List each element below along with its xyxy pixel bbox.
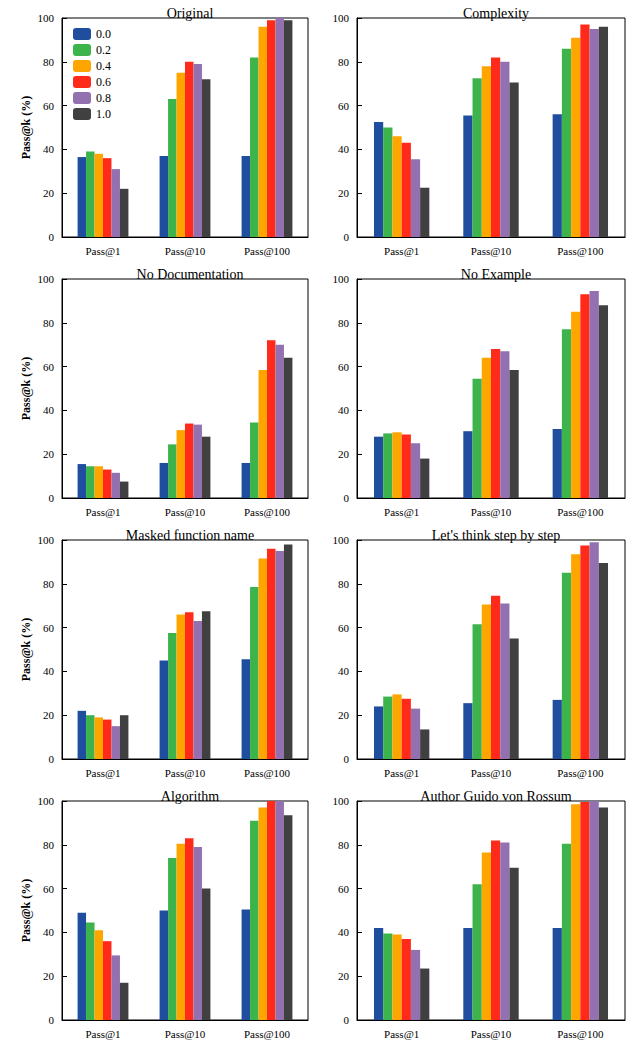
- svg-text:Pass@10: Pass@10: [471, 245, 512, 257]
- svg-text:Pass@100: Pass@100: [244, 767, 291, 779]
- svg-text:80: 80: [43, 839, 55, 851]
- svg-text:80: 80: [43, 56, 55, 68]
- svg-text:20: 20: [43, 448, 55, 460]
- svg-text:Pass@1: Pass@1: [85, 1028, 120, 1040]
- svg-text:0: 0: [49, 1014, 55, 1026]
- svg-text:40: 40: [338, 926, 350, 938]
- svg-text:20: 20: [338, 709, 350, 721]
- svg-text:Pass@100: Pass@100: [557, 767, 604, 779]
- svg-text:Pass@1: Pass@1: [85, 767, 120, 779]
- svg-text:Pass@k (%): Pass@k (%): [19, 357, 33, 421]
- svg-text:80: 80: [43, 317, 55, 329]
- svg-text:Pass@1: Pass@1: [85, 245, 120, 257]
- svg-text:100: 100: [333, 534, 350, 546]
- svg-text:Pass@k (%): Pass@k (%): [19, 879, 33, 943]
- svg-text:Pass@1: Pass@1: [384, 245, 419, 257]
- svg-text:100: 100: [38, 12, 55, 24]
- svg-text:Pass@10: Pass@10: [471, 1028, 512, 1040]
- svg-text:100: 100: [333, 12, 350, 24]
- svg-text:Pass@100: Pass@100: [557, 506, 604, 518]
- svg-text:20: 20: [338, 970, 350, 982]
- svg-text:40: 40: [43, 404, 55, 416]
- svg-text:0.0: 0.0: [96, 27, 111, 41]
- svg-text:Pass@100: Pass@100: [557, 245, 604, 257]
- svg-text:100: 100: [333, 273, 350, 285]
- svg-text:0.6: 0.6: [96, 75, 111, 89]
- svg-text:80: 80: [338, 578, 350, 590]
- svg-text:0: 0: [49, 492, 55, 504]
- svg-text:100: 100: [38, 534, 55, 546]
- svg-text:1.0: 1.0: [96, 107, 111, 121]
- svg-text:60: 60: [43, 883, 55, 895]
- svg-text:Pass@1: Pass@1: [384, 506, 419, 518]
- svg-text:No Example: No Example: [461, 267, 531, 282]
- svg-text:100: 100: [38, 795, 55, 807]
- svg-text:60: 60: [338, 361, 350, 373]
- svg-text:Pass@10: Pass@10: [165, 767, 206, 779]
- svg-text:0: 0: [344, 753, 350, 765]
- svg-text:Pass@10: Pass@10: [165, 506, 206, 518]
- svg-text:Pass@10: Pass@10: [165, 245, 206, 257]
- svg-text:0: 0: [344, 492, 350, 504]
- svg-text:80: 80: [338, 839, 350, 851]
- svg-text:60: 60: [43, 361, 55, 373]
- svg-text:40: 40: [43, 665, 55, 677]
- svg-text:Author Guido von Rossum: Author Guido von Rossum: [420, 789, 571, 804]
- svg-text:80: 80: [43, 578, 55, 590]
- svg-text:Pass@1: Pass@1: [85, 506, 120, 518]
- svg-text:40: 40: [43, 926, 55, 938]
- svg-text:Algorithm: Algorithm: [161, 789, 219, 804]
- svg-text:80: 80: [338, 56, 350, 68]
- svg-text:0: 0: [344, 1014, 350, 1026]
- svg-text:Pass@1: Pass@1: [384, 1028, 419, 1040]
- svg-text:Masked function name: Masked function name: [126, 528, 254, 543]
- svg-text:Pass@10: Pass@10: [165, 1028, 206, 1040]
- svg-text:100: 100: [333, 795, 350, 807]
- svg-text:60: 60: [43, 100, 55, 112]
- svg-text:60: 60: [338, 100, 350, 112]
- svg-text:Pass@100: Pass@100: [244, 506, 291, 518]
- svg-text:0: 0: [49, 753, 55, 765]
- svg-text:80: 80: [338, 317, 350, 329]
- svg-text:Pass@k (%): Pass@k (%): [19, 618, 33, 682]
- svg-text:Pass@100: Pass@100: [244, 1028, 291, 1040]
- svg-text:40: 40: [338, 404, 350, 416]
- svg-text:60: 60: [338, 883, 350, 895]
- svg-text:Pass@k (%): Pass@k (%): [19, 96, 33, 160]
- svg-text:20: 20: [338, 448, 350, 460]
- svg-text:60: 60: [338, 622, 350, 634]
- svg-text:No Documentation: No Documentation: [137, 267, 244, 282]
- svg-text:Pass@1: Pass@1: [384, 767, 419, 779]
- svg-text:0: 0: [344, 231, 350, 243]
- svg-text:20: 20: [43, 970, 55, 982]
- svg-text:0: 0: [49, 231, 55, 243]
- svg-text:20: 20: [338, 187, 350, 199]
- svg-text:60: 60: [43, 622, 55, 634]
- svg-text:40: 40: [43, 143, 55, 155]
- svg-text:40: 40: [338, 143, 350, 155]
- svg-text:100: 100: [38, 273, 55, 285]
- svg-text:Let's think step by step: Let's think step by step: [432, 528, 561, 543]
- svg-text:Complexity: Complexity: [463, 6, 529, 21]
- svg-text:40: 40: [338, 665, 350, 677]
- svg-text:Pass@10: Pass@10: [471, 767, 512, 779]
- svg-text:Pass@100: Pass@100: [557, 1028, 604, 1040]
- svg-text:Pass@10: Pass@10: [471, 506, 512, 518]
- svg-text:0.2: 0.2: [96, 43, 111, 57]
- svg-text:0.4: 0.4: [96, 59, 111, 73]
- svg-text:20: 20: [43, 709, 55, 721]
- svg-text:0.8: 0.8: [96, 91, 111, 105]
- svg-text:Pass@100: Pass@100: [244, 245, 291, 257]
- svg-text:20: 20: [43, 187, 55, 199]
- svg-text:Original: Original: [167, 6, 214, 21]
